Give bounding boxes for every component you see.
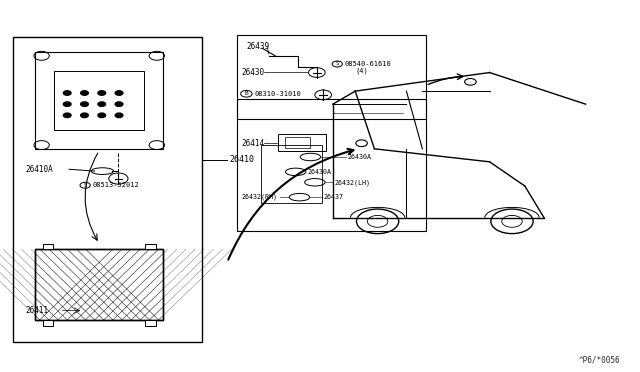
Circle shape [115,102,123,106]
Bar [145,320,156,326]
Circle shape [81,91,88,95]
Text: 26432(LH): 26432(LH) [334,179,370,186]
Text: S: S [83,183,87,188]
Circle shape [98,91,106,95]
Circle shape [63,102,71,106]
Text: S: S [335,61,339,67]
Circle shape [63,91,71,95]
Bar [35,249,163,320]
Circle shape [115,91,123,95]
Circle shape [81,113,88,118]
Bar [285,137,310,148]
Text: 08310-31010: 08310-31010 [254,91,301,97]
Circle shape [81,102,88,106]
Text: 26437: 26437 [323,194,343,200]
Bar [43,320,53,326]
Text: 26414: 26414 [242,139,265,148]
Text: 26411: 26411 [26,306,49,315]
Text: B: B [244,91,248,96]
Text: 26410: 26410 [229,155,254,164]
Bar [13,37,202,342]
Bar [237,99,426,231]
Text: 26410A: 26410A [26,165,53,174]
Text: 26430A: 26430A [307,169,332,175]
Text: 26432(RH): 26432(RH) [242,194,278,201]
Text: 26430A: 26430A [348,154,372,160]
Bar [35,249,163,320]
Bar [54,71,144,130]
Circle shape [63,113,71,118]
Text: 08540-61610: 08540-61610 [344,61,391,67]
Bar [43,244,53,249]
Circle shape [98,102,106,106]
Bar [261,145,322,203]
Text: (4): (4) [355,67,368,74]
Text: 26439: 26439 [246,42,269,51]
Text: 08513-52012: 08513-52012 [93,182,140,188]
Bar [145,244,156,249]
Circle shape [98,113,106,118]
Bar [278,134,326,151]
Bar [237,35,426,119]
Text: 26430: 26430 [242,68,265,77]
Circle shape [115,113,123,118]
Text: ^P6/*0056: ^P6/*0056 [579,356,621,365]
Bar [35,52,163,149]
